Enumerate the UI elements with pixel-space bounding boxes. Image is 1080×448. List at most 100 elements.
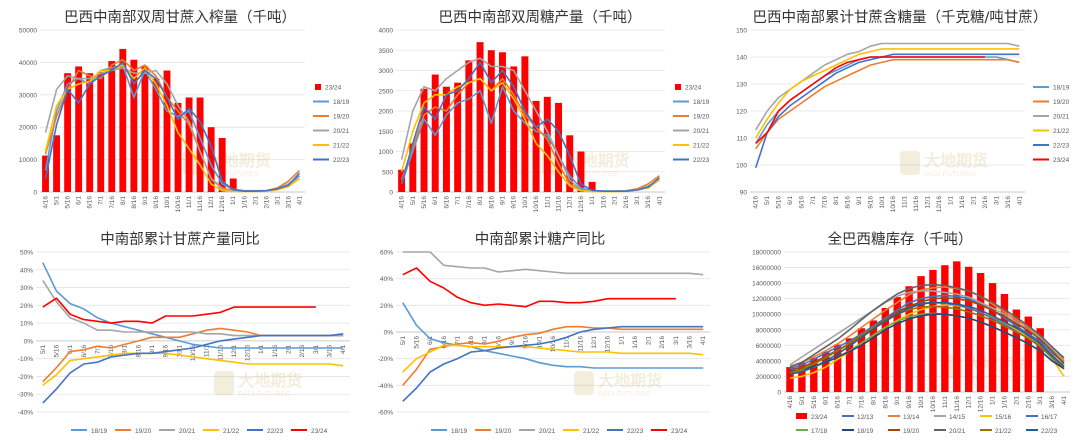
legend-entry: 20/21 (673, 128, 710, 135)
x-tick-label: 8/1 (833, 196, 840, 205)
y-tick-label: 0 (777, 390, 781, 397)
legend-entry: 18/19 (842, 428, 874, 435)
series-line (755, 56, 1020, 144)
bar (810, 357, 818, 392)
y-tick-label: 16000000 (752, 265, 781, 272)
bar (64, 73, 72, 192)
x-tick-label: 5/1 (764, 196, 771, 205)
x-tick-label: 8/1 (122, 345, 129, 354)
x-tick-label: 11/1 (564, 336, 571, 349)
legend-label: 20/21 (1053, 114, 1070, 121)
series-line (44, 58, 301, 192)
x-tick-label: 3/16 (1049, 396, 1056, 409)
x-tick-label: 2/16 (299, 345, 306, 358)
legend-label: 21/22 (693, 143, 710, 150)
legend-entry: 21/22 (563, 428, 600, 435)
x-tick-label: 4/1 (296, 196, 303, 205)
x-tick-label: 4/16 (399, 196, 406, 209)
legend-entry: 23/24 (315, 84, 342, 92)
y-tick-label: 10% (20, 321, 33, 328)
bar (953, 261, 961, 392)
watermark-subtext: DADI FUTURES (207, 171, 259, 178)
legend-label: 23/24 (671, 428, 688, 435)
x-tick-label: 11/16 (577, 336, 584, 352)
x-tick-label: 1/16 (959, 196, 966, 209)
x-tick-label: 10/16 (930, 396, 937, 413)
y-tick-label: 3500 (379, 48, 394, 55)
x-tick-label: 5/16 (65, 196, 72, 209)
x-tick-label: 11/1 (902, 196, 909, 209)
x-tick-label: 10/16 (550, 336, 557, 353)
bar (555, 102, 562, 192)
x-tick-label: 9/16 (153, 196, 160, 209)
x-tick-label: 8/1 (120, 196, 127, 205)
series-line (42, 297, 316, 324)
series-line (755, 58, 1020, 150)
bar (431, 74, 439, 192)
legend-entry: 20/21 (519, 428, 556, 435)
x-tick-label: 10/1 (879, 196, 886, 209)
x-tick-label: 7/1 (847, 396, 854, 405)
bar (917, 276, 925, 392)
series-line (44, 67, 300, 192)
bar (97, 71, 105, 192)
y-tick-label: 4000000 (756, 358, 782, 365)
legend-label: 23/24 (311, 428, 328, 435)
legend-label: 19/20 (135, 428, 152, 435)
x-tick-label: 2/16 (623, 196, 630, 209)
chart-title: 巴西中南部双周甘蔗入榨量（千吨） (64, 10, 296, 26)
x-tick-label: 9/16 (511, 196, 518, 209)
series-line (789, 304, 1065, 379)
x-tick-label: 7/1 (455, 196, 462, 205)
x-tick-label: 8/1 (477, 196, 484, 205)
legend-label: 21/22 (223, 428, 240, 435)
x-tick-label: 3/1 (634, 196, 641, 205)
bar (543, 96, 551, 192)
bar (893, 297, 901, 392)
watermark-subtext: DADI FUTURES (566, 171, 618, 178)
legend-entry: 23/24 (651, 428, 688, 435)
bar (218, 138, 226, 192)
legend-entry: 20/21 (934, 428, 966, 435)
x-tick-label: 8/1 (870, 396, 877, 405)
y-tick-label: 12000000 (752, 296, 781, 303)
chart-cane-crush: 巴西中南部双周甘蔗入榨量（千吨） 0 10000 20000 30000 40000 50… (0, 0, 360, 222)
x-tick-label: 3/1 (274, 196, 281, 205)
y-tick-label: 140 (736, 55, 747, 62)
y-tick-label: 40000 (19, 60, 37, 67)
x-tick-label: 11/1 (942, 396, 949, 409)
legend-label: 19/20 (333, 114, 350, 121)
legend-label: 19/20 (903, 428, 920, 435)
y-tick-label: 0 (33, 190, 37, 197)
x-tick-label: 10/1 (164, 196, 171, 209)
legend-entry: 17/18 (796, 428, 828, 435)
x-tick-label: 1/1 (618, 336, 625, 345)
x-tick-label: 1/1 (589, 196, 596, 205)
y-tick-label: -60% (378, 410, 393, 417)
series-line (789, 294, 1065, 370)
legend-entry: 20/21 (159, 428, 196, 435)
x-tick-label: 9/1 (856, 196, 863, 205)
bar (786, 367, 794, 392)
x-tick-label: 7/1 (810, 196, 817, 205)
x-tick-label: 7/16 (858, 396, 865, 409)
x-tick-label: 7/1 (98, 196, 105, 205)
x-tick-label: 1/16 (272, 345, 279, 358)
legend-entry: 16/17 (1026, 414, 1058, 421)
bar (86, 73, 94, 192)
x-tick-label: 5/16 (53, 345, 60, 358)
y-tick-label: 50000 (19, 28, 37, 35)
legend-entry: 22/23 (1026, 428, 1058, 435)
chart-svg: 0 2000000 4000000 6000000 8000000 10000000 120… (752, 250, 1070, 435)
bar (976, 273, 985, 392)
legend-entry: 13/14 (888, 414, 920, 421)
y-tick-label: 500 (382, 169, 393, 176)
bar (465, 60, 473, 192)
y-tick-label: -40% (18, 410, 33, 417)
y-tick-label: 40% (380, 276, 393, 283)
watermark-logo-icon (214, 371, 235, 396)
x-tick-label: 11/1 (204, 345, 211, 358)
bar (822, 351, 830, 392)
x-tick-label: 5/1 (799, 396, 806, 405)
x-tick-label: 9/1 (499, 196, 506, 205)
